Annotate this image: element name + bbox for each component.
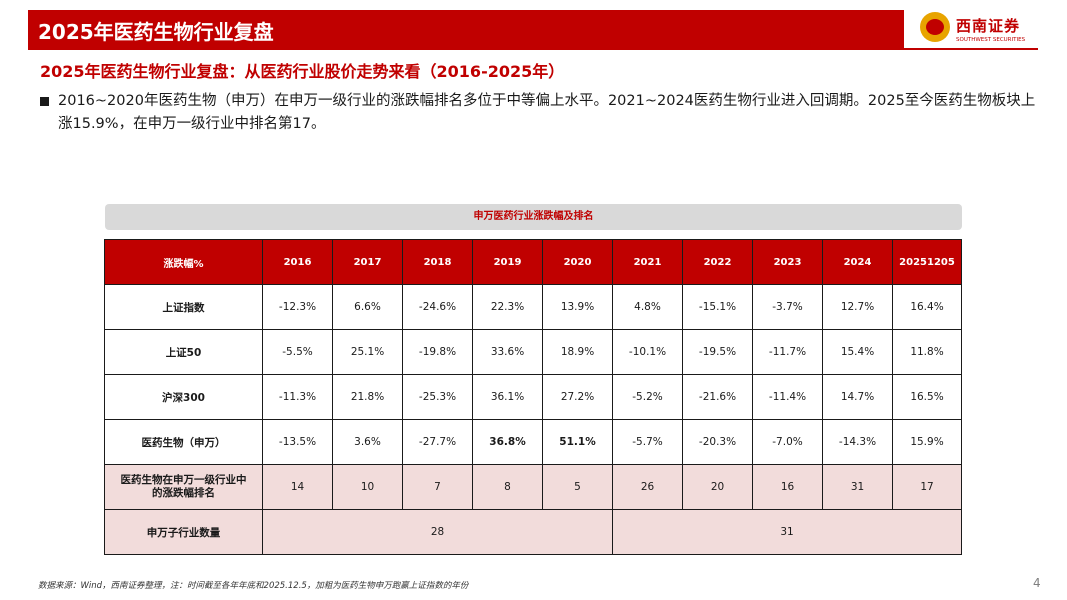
table-row: 上证50 -5.5% 25.1% -19.8% 33.6% 18.9% -10.…	[104, 329, 962, 375]
rank-label-line1: 医药生物在申万一级行业中	[120, 474, 247, 486]
table-cell: -12.3%	[262, 284, 333, 330]
table-cell: -13.5%	[262, 419, 333, 465]
table-cell: -5.7%	[612, 419, 683, 465]
table-cell: 3.6%	[332, 419, 403, 465]
header-cell: 20251205	[892, 239, 962, 285]
table-cell: -19.5%	[682, 329, 753, 375]
table-cell: -27.7%	[402, 419, 473, 465]
table-cell: -10.1%	[612, 329, 683, 375]
table-cell: -14.3%	[822, 419, 893, 465]
header-divider	[28, 48, 1038, 50]
table-cell: 5	[542, 464, 613, 510]
table-header-row: 涨跌幅% 2016 2017 2018 2019 2020 2021 2022 …	[104, 239, 962, 285]
table-cell: 25.1%	[332, 329, 403, 375]
rank-label-line2: 的涨跌幅排名	[152, 487, 215, 499]
header-cell: 2016	[262, 239, 333, 285]
logo-text-cn: 西南证券	[956, 17, 1021, 35]
header-cell: 2023	[752, 239, 823, 285]
header-cell: 2024	[822, 239, 893, 285]
section-subtitle: 2025年医药生物行业复盘：从医药行业股价走势来看（2016-2025年）	[40, 62, 565, 81]
table-title: 申万医药行业涨跌幅及排名	[105, 204, 962, 230]
table-row: 上证指数 -12.3% 6.6% -24.6% 22.3% 13.9% 4.8%…	[104, 284, 962, 330]
row-label: 医药生物（申万）	[104, 419, 263, 465]
logo-emblem-inner	[926, 19, 944, 35]
table-cell: 6.6%	[332, 284, 403, 330]
source-note: 数据来源：Wind，西南证券整理，注：时间截至各年年底和2025.12.5，加粗…	[38, 581, 469, 591]
header-bar: 2025年医药生物行业复盘	[28, 10, 904, 48]
table-row: 医药生物（申万） -13.5% 3.6% -27.7% 36.8% 51.1% …	[104, 419, 962, 465]
table-cell: 18.9%	[542, 329, 613, 375]
header-cell: 2019	[472, 239, 543, 285]
table-cell: 13.9%	[542, 284, 613, 330]
table-cell: 4.8%	[612, 284, 683, 330]
table-cell: 51.1%	[542, 419, 613, 465]
table-cell: 10	[332, 464, 403, 510]
bullet-point: 2016~2020年医药生物（申万）在申万一级行业的涨跌幅排名多位于中等偏上水平…	[40, 90, 1040, 136]
table-cell: -3.7%	[752, 284, 823, 330]
page-title: 2025年医药生物行业复盘	[38, 20, 274, 44]
table-row: 申万子行业数量 28 31	[104, 509, 962, 555]
table-cell: 17	[892, 464, 962, 510]
table-cell: -21.6%	[682, 374, 753, 420]
row-label: 医药生物在申万一级行业中 的涨跌幅排名	[104, 464, 263, 510]
table-cell: 36.8%	[472, 419, 543, 465]
header-cell: 2021	[612, 239, 683, 285]
page-number: 4	[1033, 576, 1041, 590]
table-cell: -11.7%	[752, 329, 823, 375]
table-cell: 14.7%	[822, 374, 893, 420]
table-cell: -19.8%	[402, 329, 473, 375]
row-label: 沪深300	[104, 374, 263, 420]
table-cell: -15.1%	[682, 284, 753, 330]
header-cell: 2018	[402, 239, 473, 285]
header-cell: 2017	[332, 239, 403, 285]
table-cell: -5.5%	[262, 329, 333, 375]
table-row: 医药生物在申万一级行业中 的涨跌幅排名 14 10 7 8 5 26 20 16…	[104, 464, 962, 510]
table-cell: 12.7%	[822, 284, 893, 330]
table-cell: -24.6%	[402, 284, 473, 330]
returns-table: 涨跌幅% 2016 2017 2018 2019 2020 2021 2022 …	[104, 239, 962, 555]
table-cell: -11.4%	[752, 374, 823, 420]
table-cell: 26	[612, 464, 683, 510]
table-cell: 15.4%	[822, 329, 893, 375]
square-bullet-icon	[40, 97, 49, 106]
table-cell: 31	[822, 464, 893, 510]
table-cell: -5.2%	[612, 374, 683, 420]
logo-text-en: SOUTHWEST SECURITIES	[956, 37, 1026, 43]
table-cell: -25.3%	[402, 374, 473, 420]
table-cell: 16.4%	[892, 284, 962, 330]
table-cell: 27.2%	[542, 374, 613, 420]
table-cell: 21.8%	[332, 374, 403, 420]
table-row: 沪深300 -11.3% 21.8% -25.3% 36.1% 27.2% -5…	[104, 374, 962, 420]
table-cell: 22.3%	[472, 284, 543, 330]
table-cell: 28	[262, 509, 613, 555]
table-cell: -20.3%	[682, 419, 753, 465]
table-cell: 14	[262, 464, 333, 510]
table-cell: 31	[612, 509, 962, 555]
table-cell: 16.5%	[892, 374, 962, 420]
table-cell: -7.0%	[752, 419, 823, 465]
table-cell: 15.9%	[892, 419, 962, 465]
header-cell: 2022	[682, 239, 753, 285]
table-cell: 11.8%	[892, 329, 962, 375]
table-cell: 33.6%	[472, 329, 543, 375]
row-label: 上证50	[104, 329, 263, 375]
row-label: 上证指数	[104, 284, 263, 330]
header-cell: 2020	[542, 239, 613, 285]
table-cell: -11.3%	[262, 374, 333, 420]
bullet-text: 2016~2020年医药生物（申万）在申万一级行业的涨跌幅排名多位于中等偏上水平…	[58, 93, 1036, 132]
table-cell: 8	[472, 464, 543, 510]
header-cell: 涨跌幅%	[104, 239, 263, 285]
table-cell: 7	[402, 464, 473, 510]
row-label: 申万子行业数量	[104, 509, 263, 555]
table-cell: 36.1%	[472, 374, 543, 420]
table-cell: 16	[752, 464, 823, 510]
table-cell: 20	[682, 464, 753, 510]
company-logo: 西南证券 SOUTHWEST SECURITIES	[914, 10, 1034, 48]
